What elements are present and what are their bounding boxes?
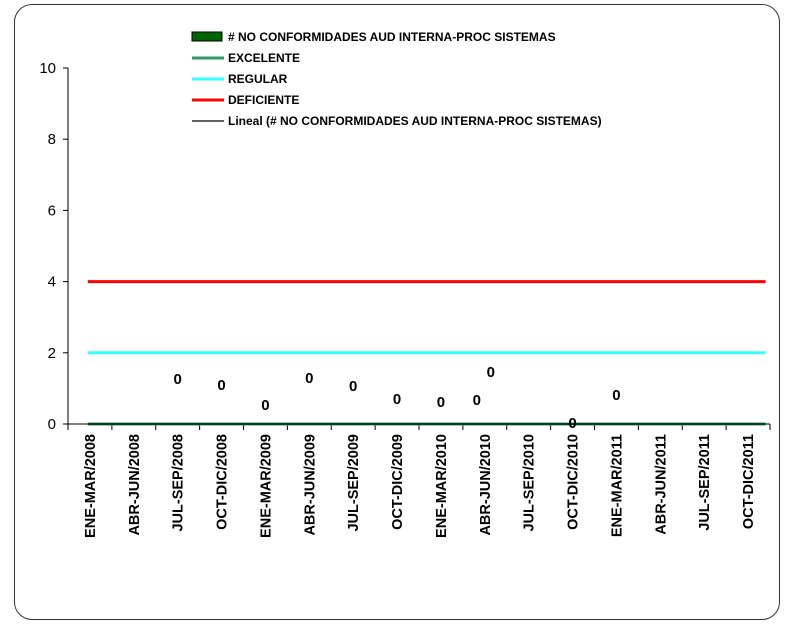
data-label: 0: [217, 377, 225, 394]
y-tick-label: 6: [48, 202, 56, 219]
x-category-label: JUL-SEP/2010: [522, 434, 538, 532]
legend-label: EXCELENTE: [228, 51, 300, 65]
x-category-label: OCT-DIC/2009: [390, 434, 406, 530]
x-category-label: ABR-JUN/2009: [302, 434, 318, 536]
y-tick-label: 10: [39, 60, 56, 77]
x-category-label: JUL-SEP/2008: [171, 434, 187, 532]
data-label: 0: [473, 392, 481, 409]
data-label: 0: [174, 371, 182, 388]
x-category-label: JUL-SEP/2009: [346, 434, 362, 532]
y-tick-label: 0: [48, 416, 56, 433]
chart-frame: [14, 4, 780, 620]
legend: # NO CONFORMIDADES AUD INTERNA-PROC SIST…: [191, 30, 602, 128]
series-layer: [87, 280, 766, 426]
data-label: 0: [437, 394, 445, 411]
x-category-label: ENE-MAR/2008: [83, 434, 99, 538]
x-category-label: ENE-MAR/2009: [258, 434, 274, 538]
data-label: 0: [261, 397, 269, 414]
data-label: 0: [568, 415, 576, 432]
data-label: 0: [487, 364, 495, 381]
x-category-label: OCT-DIC/2010: [566, 434, 582, 530]
legend-label: Lineal (# NO CONFORMIDADES AUD INTERNA-P…: [228, 114, 602, 128]
x-category-label: ENE-MAR/2010: [434, 434, 450, 538]
legend-swatch: [191, 31, 223, 42]
x-category-label: ABR-JUN/2008: [127, 434, 143, 536]
data-label: 0: [305, 370, 313, 387]
chart-axes: 0 2 4 6 8 10 ENE-MAR/2008 ABR-JUN/2008 JUL-SEP/2…: [39, 60, 771, 538]
x-category-label: ABR-JUN/2011: [653, 434, 669, 535]
data-label: 0: [349, 378, 357, 395]
legend-label: DEFICIENTE: [228, 93, 299, 107]
x-category-label: OCT-DIC/2011: [741, 434, 757, 529]
legend-label: # NO CONFORMIDADES AUD INTERNA-PROC SIST…: [228, 30, 556, 44]
x-category-label: ENE-MAR/2011: [609, 434, 625, 537]
data-label: 0: [393, 391, 401, 408]
x-category-label: OCT-DIC/2008: [215, 434, 231, 530]
legend-label: REGULAR: [228, 72, 288, 86]
x-category-label: JUL-SEP/2011: [697, 434, 713, 531]
y-tick-label: 4: [48, 274, 56, 291]
y-tick-label: 2: [48, 345, 56, 362]
data-label: 0: [612, 387, 620, 404]
y-tick-label: 8: [48, 131, 56, 148]
x-category-label: ABR-JUN/2010: [478, 434, 494, 536]
